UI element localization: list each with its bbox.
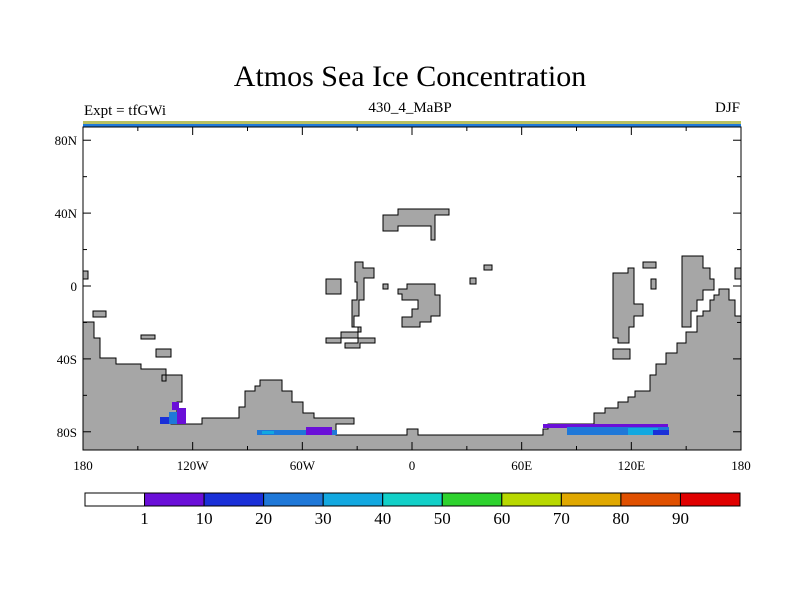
land-central-b bbox=[325, 261, 376, 349]
ice-cell bbox=[653, 430, 669, 435]
land-island-a bbox=[92, 310, 107, 318]
colorbar-label: 70 bbox=[553, 509, 570, 528]
land-asia-e bbox=[734, 267, 742, 280]
ice-cell bbox=[628, 428, 658, 435]
land-north-africa bbox=[382, 208, 450, 241]
ice-cell bbox=[543, 424, 668, 428]
x-tick-label: 180 bbox=[73, 458, 93, 473]
colorbar-label: 60 bbox=[493, 509, 510, 528]
colorbar-label: 10 bbox=[196, 509, 213, 528]
y-tick-label: 80N bbox=[55, 133, 78, 148]
land-asia-d bbox=[650, 278, 657, 290]
sea-ice-cells bbox=[160, 402, 669, 435]
colorbar-swatch bbox=[620, 492, 681, 507]
colorbar-swatch bbox=[84, 492, 146, 507]
run-label: 430_4_MaBP bbox=[368, 100, 452, 116]
colorbar-label: 50 bbox=[434, 509, 451, 528]
land-island-c bbox=[155, 348, 172, 358]
colorbar-label: 80 bbox=[612, 509, 629, 528]
land-island-f bbox=[382, 283, 389, 290]
experiment-label: Expt = tfGWi bbox=[84, 103, 167, 119]
land-east-block bbox=[681, 255, 715, 328]
colorbar-label: 20 bbox=[255, 509, 272, 528]
land-asia-a bbox=[612, 348, 631, 360]
colorbar-swatch bbox=[501, 492, 562, 507]
x-tick-label: 60E bbox=[511, 458, 532, 473]
y-tick-label: 40S bbox=[57, 352, 77, 367]
colorbar-swatch bbox=[322, 492, 384, 507]
x-tick-label: 120W bbox=[177, 458, 210, 473]
land-island-b bbox=[140, 334, 156, 340]
x-tick-label: 0 bbox=[409, 458, 416, 473]
colorbar-swatch bbox=[144, 492, 205, 507]
x-tick-label: 180 bbox=[731, 458, 751, 473]
land-asia-b bbox=[612, 267, 644, 344]
chart-title: Atmos Sea Ice Concentration bbox=[233, 60, 587, 93]
x-tick-label: 60W bbox=[290, 458, 316, 473]
land-island-g bbox=[483, 264, 493, 271]
colorbar-swatch bbox=[203, 492, 265, 507]
x-axis: 180 120W 60W 0 60E 120E 180 bbox=[73, 127, 751, 473]
ice-cell bbox=[172, 402, 179, 410]
land-island-d bbox=[161, 374, 167, 382]
land-central-africa bbox=[325, 278, 342, 295]
arctic-strip-ice bbox=[83, 124, 741, 127]
colorbar-label: 1 bbox=[140, 509, 149, 528]
y-tick-label: 40N bbox=[55, 206, 78, 221]
colorbar-swatch bbox=[441, 492, 503, 507]
colorbar-swatch bbox=[679, 492, 741, 507]
ice-cell bbox=[257, 430, 337, 435]
season-label: DJF bbox=[714, 100, 740, 116]
land-arabia bbox=[397, 283, 441, 328]
land-island-h bbox=[469, 277, 477, 285]
colorbar-label: 90 bbox=[672, 509, 689, 528]
colorbar-swatch bbox=[560, 492, 622, 507]
y-tick-label: 0 bbox=[71, 279, 78, 294]
ice-cell bbox=[160, 417, 169, 424]
land-island-e bbox=[82, 270, 89, 280]
x-tick-label: 120E bbox=[618, 458, 646, 473]
ice-cell bbox=[169, 412, 177, 424]
land-asia-c bbox=[642, 261, 657, 269]
ice-cell bbox=[177, 408, 186, 424]
colorbar-label: 30 bbox=[315, 509, 332, 528]
y-tick-label: 80S bbox=[57, 425, 77, 440]
ice-cell bbox=[567, 427, 669, 435]
arctic-strip-land bbox=[83, 121, 741, 124]
colorbar-swatch bbox=[382, 492, 443, 507]
y-axis: 80N 40N 0 40S 80S bbox=[55, 133, 741, 440]
colorbar-label: 40 bbox=[374, 509, 391, 528]
ice-cell bbox=[306, 427, 332, 435]
colorbar: 1 10 20 30 40 50 60 70 80 90 bbox=[84, 492, 741, 528]
colorbar-swatch bbox=[263, 492, 324, 507]
ice-cell bbox=[262, 431, 274, 434]
